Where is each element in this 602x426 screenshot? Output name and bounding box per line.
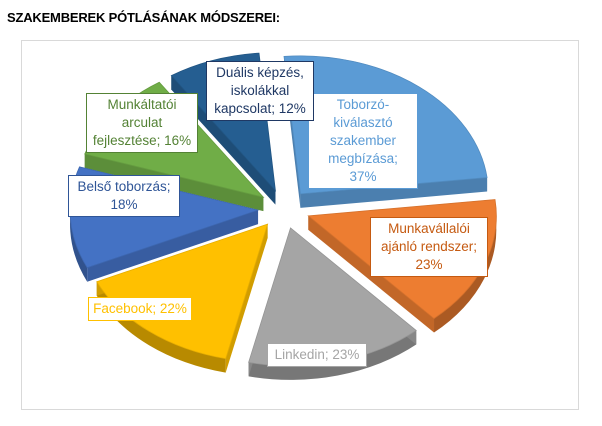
data-label-3: Linkedin; 23% [267,343,367,367]
pie-slice-wall [225,224,268,373]
data-label-2: Munkavállalói ajánló rendszer; 23% [370,217,488,277]
pie-slice-4 [96,223,269,373]
data-label-7: Duális képzés, iskolákkal kapcsolat; 12% [206,61,314,121]
pie-slice-3 [248,227,417,380]
data-label-1: Toborzó-kiválasztó szakember megbízása; 37… [308,93,418,189]
chart-area: Toborzó-kiválasztó szakember megbízása; 37… [21,40,579,410]
pie-slice-top [96,223,269,360]
chart-title: SZAKEMBEREK PÓTLÁSÁNAK MÓDSZEREI: [7,10,280,25]
pie-slice-wall [300,177,488,208]
data-label-5: Belső toborzás; 18% [68,175,180,217]
pie-slice-side [70,166,88,282]
pie-slice-wall [87,210,259,282]
data-label-6: Munkáltatói arculat fejlesztése; 16% [86,93,198,153]
pie-slice-side [96,281,226,373]
pie-slice-side [248,330,417,380]
data-label-4: Facebook; 22% [88,297,192,321]
